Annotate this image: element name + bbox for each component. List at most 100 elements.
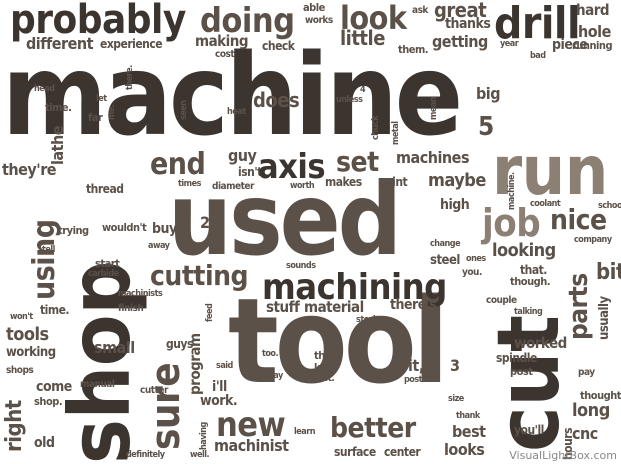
word-wouldnt: wouldn't xyxy=(102,221,147,234)
word-surface: surface xyxy=(334,445,376,459)
word-small: small xyxy=(94,338,135,357)
word-size: size xyxy=(448,394,464,404)
word-drill: drill xyxy=(494,0,581,49)
word-hole: hole xyxy=(578,22,611,41)
word-post: post xyxy=(510,365,533,378)
word-experience: experience xyxy=(100,37,163,51)
word-long: long xyxy=(572,400,610,421)
word-year: year xyxy=(500,39,519,49)
word-theyre: they're xyxy=(2,160,57,179)
word-definitely: definitely xyxy=(126,450,165,460)
word-usually: usually xyxy=(597,296,612,340)
word-talking: talking xyxy=(514,307,543,317)
word-diameter: diameter xyxy=(212,181,254,192)
word-center: center xyxy=(384,445,421,459)
word-bit: bit xyxy=(596,260,621,285)
word-it: it, xyxy=(408,356,424,375)
word-machines: machines xyxy=(396,148,470,167)
word-buy: buy xyxy=(152,221,177,237)
word-check: check xyxy=(262,39,295,53)
word-guy: guy xyxy=(228,146,257,165)
word-away: away xyxy=(148,241,170,251)
word-machine: machine xyxy=(2,31,463,161)
word-feed: feed xyxy=(205,303,215,322)
word-let: let xyxy=(96,94,107,104)
word-steel: steel xyxy=(430,253,460,268)
word-machinist: machinist xyxy=(214,436,289,455)
word-coolant: coolant xyxy=(530,199,561,209)
word-getting: getting xyxy=(432,32,488,51)
word-far: far xyxy=(88,111,103,124)
word-chuck: chuck xyxy=(371,115,381,140)
word-spindle: spindle xyxy=(496,351,537,365)
word-machining: machining xyxy=(262,267,447,308)
watermark-label: VisualLightBox.com xyxy=(509,449,617,462)
word-heat: heat xyxy=(227,107,246,117)
word-well: well. xyxy=(190,450,210,460)
word-thank: thank xyxy=(456,411,480,421)
word-machinists: machinists xyxy=(118,289,163,299)
word-head: head xyxy=(34,84,55,94)
word-time-lower: time. xyxy=(40,303,70,317)
word-piece: piece xyxy=(552,37,588,53)
word-big: big xyxy=(476,84,501,103)
word-tool: tool xyxy=(228,272,449,410)
word-looks: looks xyxy=(444,440,485,459)
word-parts: parts xyxy=(564,273,594,340)
word-doing: doing xyxy=(200,1,295,41)
word-bad: bad xyxy=(530,51,546,61)
word-looking: looking xyxy=(492,240,556,261)
word-able: able xyxy=(303,1,325,14)
word-working: working xyxy=(6,345,56,360)
word-ask: ask xyxy=(412,5,428,16)
word-seen: seen xyxy=(179,100,189,120)
word-theres: there's xyxy=(390,297,437,313)
word-making: making xyxy=(195,32,249,50)
word-there: there. xyxy=(125,65,135,90)
word-cutter: cutter xyxy=(140,385,168,396)
word-cnc: cnc xyxy=(572,424,598,443)
word-guys: guys xyxy=(166,337,193,351)
word-maybe: maybe xyxy=(428,170,486,191)
word-work: work. xyxy=(200,393,238,409)
word-times: times xyxy=(178,179,201,189)
word-come: come xyxy=(36,379,72,395)
word-thanks: thanks xyxy=(445,16,491,32)
word-said: said xyxy=(216,361,233,371)
word-sounds: sounds xyxy=(286,261,316,271)
word-old: old xyxy=(34,435,55,451)
word-me: me. xyxy=(107,104,117,120)
word-job: job xyxy=(482,201,541,245)
word-high: high xyxy=(440,197,470,213)
word-out: out. xyxy=(316,373,335,384)
word-thought: thought xyxy=(580,389,621,402)
word-couple: couple xyxy=(486,295,517,306)
word-start: start xyxy=(95,257,120,270)
word-point: point xyxy=(378,175,408,189)
word-ill: i'll xyxy=(212,379,227,395)
word-stuff: stuff xyxy=(266,298,300,316)
word-kind: kind xyxy=(314,361,337,374)
word-used: used xyxy=(168,161,402,278)
word-hard: hard xyxy=(576,1,610,19)
word-unless: unless xyxy=(336,95,363,105)
word-using: using xyxy=(27,219,62,300)
word-metal: metal xyxy=(391,121,401,145)
word-tell: tell xyxy=(42,245,55,255)
word-three: 3 xyxy=(450,356,460,375)
word-time-upper: time. xyxy=(45,101,72,114)
word-run: run xyxy=(492,132,608,211)
word-cost: cost xyxy=(215,49,235,60)
word-great: great xyxy=(434,0,487,22)
word-best: best xyxy=(452,422,486,441)
word-material: material xyxy=(304,298,364,316)
word-too: too. xyxy=(262,349,279,359)
word-this: this. xyxy=(314,349,337,362)
word-that: that. xyxy=(520,263,547,277)
word-company: company xyxy=(574,235,612,245)
word-makes: makes xyxy=(325,175,362,189)
word-having: having xyxy=(199,422,209,450)
word-day: day xyxy=(268,371,283,381)
word-pay: pay xyxy=(578,367,595,378)
word-running: running xyxy=(572,39,613,52)
